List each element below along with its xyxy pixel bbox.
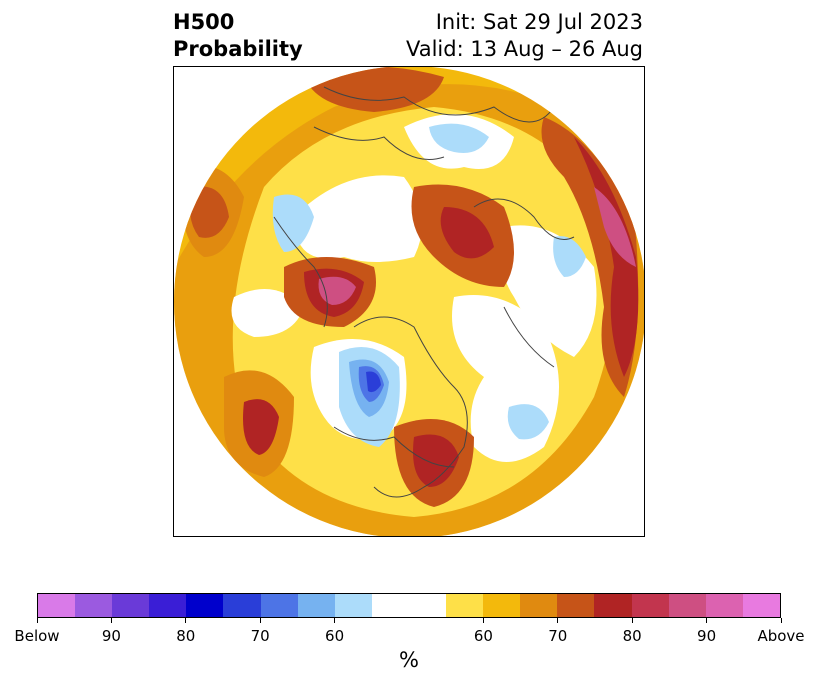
colorbar-segment	[705, 594, 743, 617]
colorbar-segment	[483, 594, 521, 617]
probability-map	[173, 66, 645, 537]
colorbar-segment	[594, 594, 632, 617]
colorbar-segment	[75, 594, 113, 617]
colorbar-segment	[112, 594, 150, 617]
colorbar-tick-label: 90	[697, 627, 717, 645]
colorbar-segment	[446, 594, 484, 617]
colorbar-tick-mark	[259, 618, 261, 623]
map-title: H500	[173, 10, 235, 34]
colorbar-tick-mark	[334, 618, 336, 623]
colorbar-segment	[371, 594, 409, 617]
colorbar-tick-label: 80	[622, 627, 642, 645]
probability-shading	[174, 67, 644, 536]
colorbar-tick-label: 70	[548, 627, 568, 645]
colorbar-tick-label: Below	[14, 627, 60, 645]
colorbar-tick-mark	[706, 618, 708, 623]
coastlines	[273, 86, 575, 498]
colorbar-tick-label: 60	[325, 627, 345, 645]
colorbar-tick-mark	[557, 618, 559, 623]
colorbar-segment	[520, 594, 558, 617]
valid-period-label: Valid: 13 Aug – 26 Aug	[405, 37, 643, 61]
polar-map-canvas	[174, 67, 644, 536]
colorbar-tick-label: 60	[473, 627, 493, 645]
colorbar-tick-mark	[482, 618, 484, 623]
colorbar-segment	[557, 594, 595, 617]
colorbar-segment	[149, 594, 187, 617]
colorbar-segment	[297, 594, 335, 617]
map-subtitle: Probability	[173, 37, 303, 61]
colorbar-segment	[223, 594, 261, 617]
colorbar-segment	[408, 594, 447, 617]
colorbar-segment	[668, 594, 706, 617]
colorbar-segment	[334, 594, 372, 617]
colorbar-tick-label: 80	[176, 627, 196, 645]
colorbar-tick-label: Above	[757, 627, 805, 645]
colorbar-tick-mark	[110, 618, 112, 623]
colorbar-segment	[186, 594, 224, 617]
colorbar-segment	[742, 594, 780, 617]
probability-colorbar	[37, 593, 781, 618]
colorbar-segment	[38, 594, 76, 617]
colorbar-tick-mark	[780, 618, 782, 623]
colorbar-unit-label: %	[399, 648, 419, 672]
colorbar-tick-label: 90	[101, 627, 121, 645]
colorbar-tick-label: 70	[250, 627, 270, 645]
colorbar-segment	[631, 594, 669, 617]
colorbar-segment	[260, 594, 298, 617]
colorbar-tick-mark	[36, 618, 38, 623]
init-date-label: Init: Sat 29 Jul 2023	[435, 10, 643, 34]
colorbar-tick-mark	[185, 618, 187, 623]
colorbar-tick-mark	[631, 618, 633, 623]
